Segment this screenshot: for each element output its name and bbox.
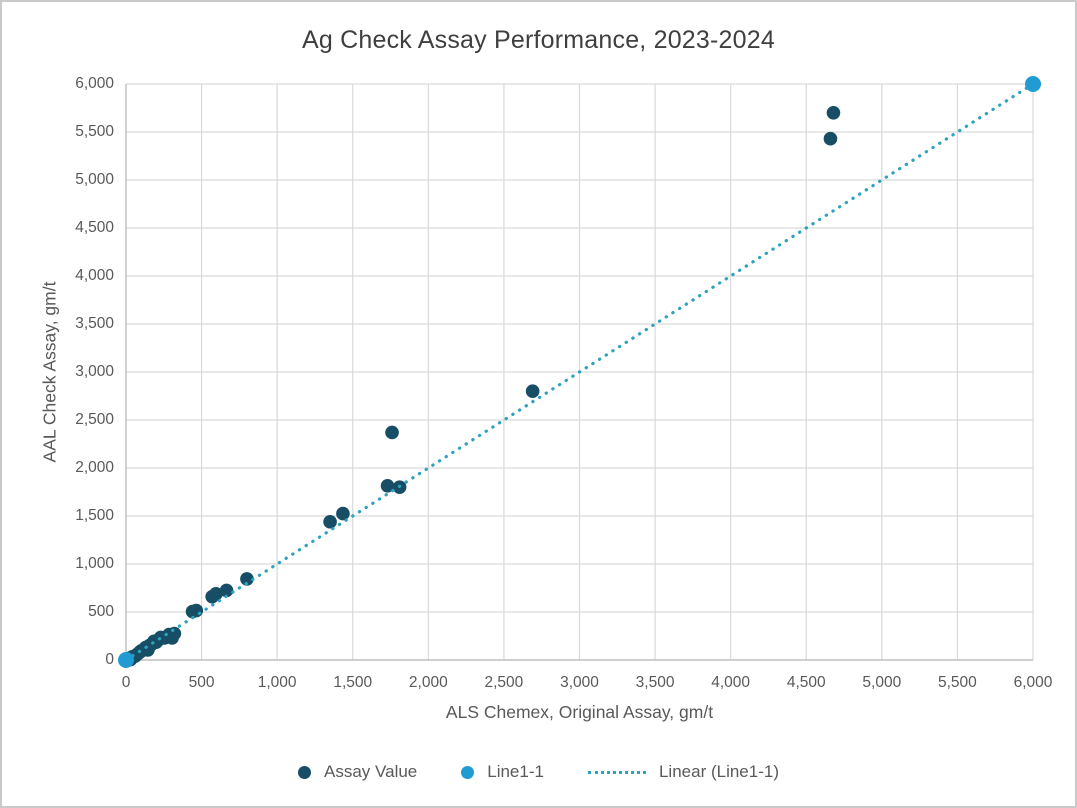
y-tick-label: 3,000 (75, 363, 114, 380)
legend-item-line1-1: Line1-1 (461, 762, 544, 782)
line1-1-dot-swatch (461, 765, 475, 779)
y-tick-label: 4,000 (75, 267, 114, 284)
y-tick-label: 6,000 (75, 75, 114, 92)
legend-label: Assay Value (324, 762, 418, 781)
assay-value-point (336, 506, 350, 521)
y-tick-label: 2,500 (75, 411, 114, 428)
x-tick-label: 5,000 (862, 674, 902, 691)
assay-value-point (826, 106, 841, 120)
y-tick-label: 1,500 (75, 507, 114, 524)
x-tick-label: 5,500 (938, 674, 977, 691)
y-tick-label: 500 (88, 603, 114, 620)
trendline-dotted-swatch (587, 770, 646, 774)
chart-title: Ag Check Assay Performance, 2023-2024 (302, 26, 775, 54)
y-tick-label: 5,500 (75, 123, 114, 140)
x-tick-label: 4,500 (786, 674, 826, 691)
x-tick-label: 1,000 (257, 674, 297, 691)
assay-value-point (209, 586, 223, 601)
chart-legend: Assay Value Line1-1 Linear (Line1-1) (2, 762, 1075, 782)
legend-label: Linear (Line1-1) (658, 762, 779, 781)
x-tick-label: 2,000 (408, 674, 448, 691)
x-tick-label: 3,500 (635, 674, 675, 691)
y-tick-label: 3,500 (75, 315, 114, 332)
linear-trendline (124, 82, 1035, 662)
line1-1-point (1025, 76, 1041, 92)
assay-value-point (385, 425, 399, 440)
y-tick-label: 5,000 (75, 171, 114, 188)
x-tick-label: 1,500 (333, 674, 373, 691)
assay-value-point (823, 131, 838, 146)
x-axis-title: ALS Chemex, Original Assay, gm/t (445, 702, 714, 722)
x-tick-label: 2,500 (484, 674, 524, 691)
assay-value-point (525, 384, 540, 399)
y-tick-label: 4,500 (75, 219, 114, 236)
y-axis-title: AAL Check Assay, gm/t (39, 281, 60, 463)
assay-value-point (380, 478, 395, 493)
assay-value-point (167, 626, 182, 641)
y-tick-label: 0 (105, 651, 114, 668)
legend-item-assay-value: Assay Value (298, 762, 417, 782)
assay-value-point (189, 603, 204, 618)
legend-item-linear-trendline: Linear (Line1-1) (587, 762, 779, 782)
line1-1-point (118, 652, 134, 668)
legend-label: Line1-1 (487, 762, 544, 781)
x-tick-label: 4,000 (711, 674, 751, 691)
x-tick-label: 6,000 (1013, 674, 1053, 691)
x-tick-label: 0 (121, 674, 131, 691)
y-tick-label: 1,000 (75, 555, 114, 572)
assay-value-dot-swatch (298, 765, 312, 779)
assay-value-point (240, 572, 254, 586)
x-tick-label: 500 (188, 674, 215, 691)
y-tick-label: 2,000 (75, 459, 114, 476)
x-tick-label: 3,000 (560, 674, 599, 691)
assay-value-point (323, 514, 337, 529)
assay-value-point (219, 583, 234, 598)
